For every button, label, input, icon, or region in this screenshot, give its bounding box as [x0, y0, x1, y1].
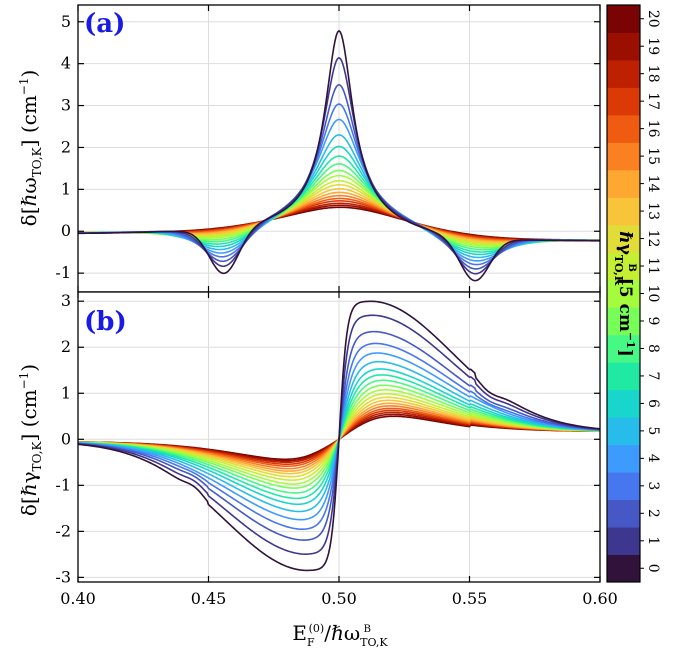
y-tick-label: 5 — [61, 12, 71, 31]
colorbar-tick-label: 3 — [645, 481, 661, 490]
colorbar-band-6 — [607, 389, 640, 418]
y-tick-label: -1 — [55, 263, 71, 282]
colorbar-tick-label: 11 — [645, 257, 661, 275]
y-tick-label: 0 — [61, 221, 71, 240]
y-tick-label: 1 — [61, 179, 71, 198]
colorbar-tick-label: 16 — [645, 120, 661, 138]
colorbar-band-17 — [607, 87, 640, 116]
colorbar-tick-label: 18 — [645, 65, 661, 83]
colorbar-band-15 — [607, 142, 640, 171]
x-tick-label: 0.45 — [191, 589, 227, 608]
y-tick-label: 1 — [61, 383, 71, 402]
colorbar-band-0 — [607, 554, 640, 583]
panel-b: 0.40 0.45 0.50 0.55 0.60 -3 -2 -1 0 1 2 3 (b) δ[ℏγT… — [17, 291, 618, 649]
colorbar-band-14 — [607, 169, 640, 198]
x-axis-label: EF(0)/ℏωTO,KB — [292, 621, 388, 649]
y-tick-label: 4 — [61, 54, 71, 73]
colorbar-band-7 — [607, 362, 640, 391]
colorbar-band-18 — [607, 59, 640, 88]
colorbar-band-3 — [607, 472, 640, 501]
colorbar-band-16 — [607, 114, 640, 143]
colorbar-band-4 — [607, 444, 640, 473]
colorbar-band-5 — [607, 417, 640, 446]
y-tick-label: -2 — [55, 521, 71, 540]
x-tick-label: 0.50 — [321, 589, 357, 608]
colorbar-tick-label: 9 — [645, 317, 661, 326]
colorbar-tick-label: 17 — [645, 92, 661, 110]
y-tick-label: 2 — [61, 137, 71, 156]
colorbar-band-9 — [607, 307, 640, 336]
colorbar-tick-label: 1 — [645, 536, 661, 545]
colorbar-band-11 — [607, 252, 640, 281]
colorbar-tick-label: 13 — [645, 202, 661, 220]
x-tick-label: 0.40 — [60, 589, 96, 608]
colorbar-tick-label: 2 — [645, 509, 661, 518]
colorbar-tick-label: 14 — [645, 175, 661, 193]
grid-a — [77, 5, 601, 292]
colorbar-band-10 — [607, 279, 640, 308]
y-tick-label: -1 — [55, 475, 71, 494]
colorbar-tick-label: 8 — [645, 344, 661, 353]
ticks-b: 0.40 0.45 0.50 0.55 0.60 -3 -2 -1 0 1 2 3 — [55, 291, 617, 608]
x-tick-label: 0.55 — [452, 589, 488, 608]
panel-a: -1 0 1 2 3 4 5 (a) δ[ℏωTO,K] (cm−1) — [17, 4, 601, 293]
colorbar-band-20 — [607, 5, 640, 33]
colorbar-tick-label: 5 — [645, 426, 661, 435]
x-tick-label: 0.60 — [582, 589, 618, 608]
panel-label-b: (b) — [84, 307, 127, 337]
y-tick-label: 3 — [61, 96, 71, 115]
curves-b — [77, 300, 601, 572]
y-tick-label: 0 — [61, 429, 71, 448]
colorbar-tick-label: 12 — [645, 230, 661, 248]
colorbar-bands — [607, 5, 640, 583]
colorbar-band-8 — [607, 334, 640, 363]
y-tick-label: 2 — [61, 337, 71, 356]
colorbar-band-1 — [607, 527, 640, 556]
colorbar-band-13 — [607, 197, 640, 226]
colorbar-band-19 — [607, 32, 640, 61]
colorbar-tick-label: 19 — [645, 37, 661, 55]
curves-a — [77, 29, 601, 282]
y-axis-label-a: δ[ℏωTO,K] (cm−1) — [17, 70, 44, 227]
curve-b-gamma-0 — [77, 300, 601, 572]
colorbar-tick-label: 20 — [645, 10, 661, 28]
colorbar-tick-label: 4 — [645, 454, 661, 463]
colorbar-tick-label: 0 — [645, 564, 661, 573]
colorbar-tick-label: 10 — [645, 285, 661, 303]
y-tick-label: 3 — [61, 291, 71, 310]
y-axis-label-b: δ[ℏγTO,K] (cm−1) — [17, 364, 44, 516]
colorbar-tick-label: 15 — [645, 147, 661, 165]
ticks-a: -1 0 1 2 3 4 5 — [55, 5, 601, 292]
colorbar-tick-label: 7 — [645, 371, 661, 380]
curve-a-gamma-0 — [77, 29, 600, 282]
panel-label-a: (a) — [84, 9, 125, 39]
colorbar-band-12 — [607, 224, 640, 253]
colorbar-band-2 — [607, 499, 640, 528]
colorbar-tick-label: 6 — [645, 399, 661, 408]
y-tick-label: -3 — [55, 567, 71, 586]
